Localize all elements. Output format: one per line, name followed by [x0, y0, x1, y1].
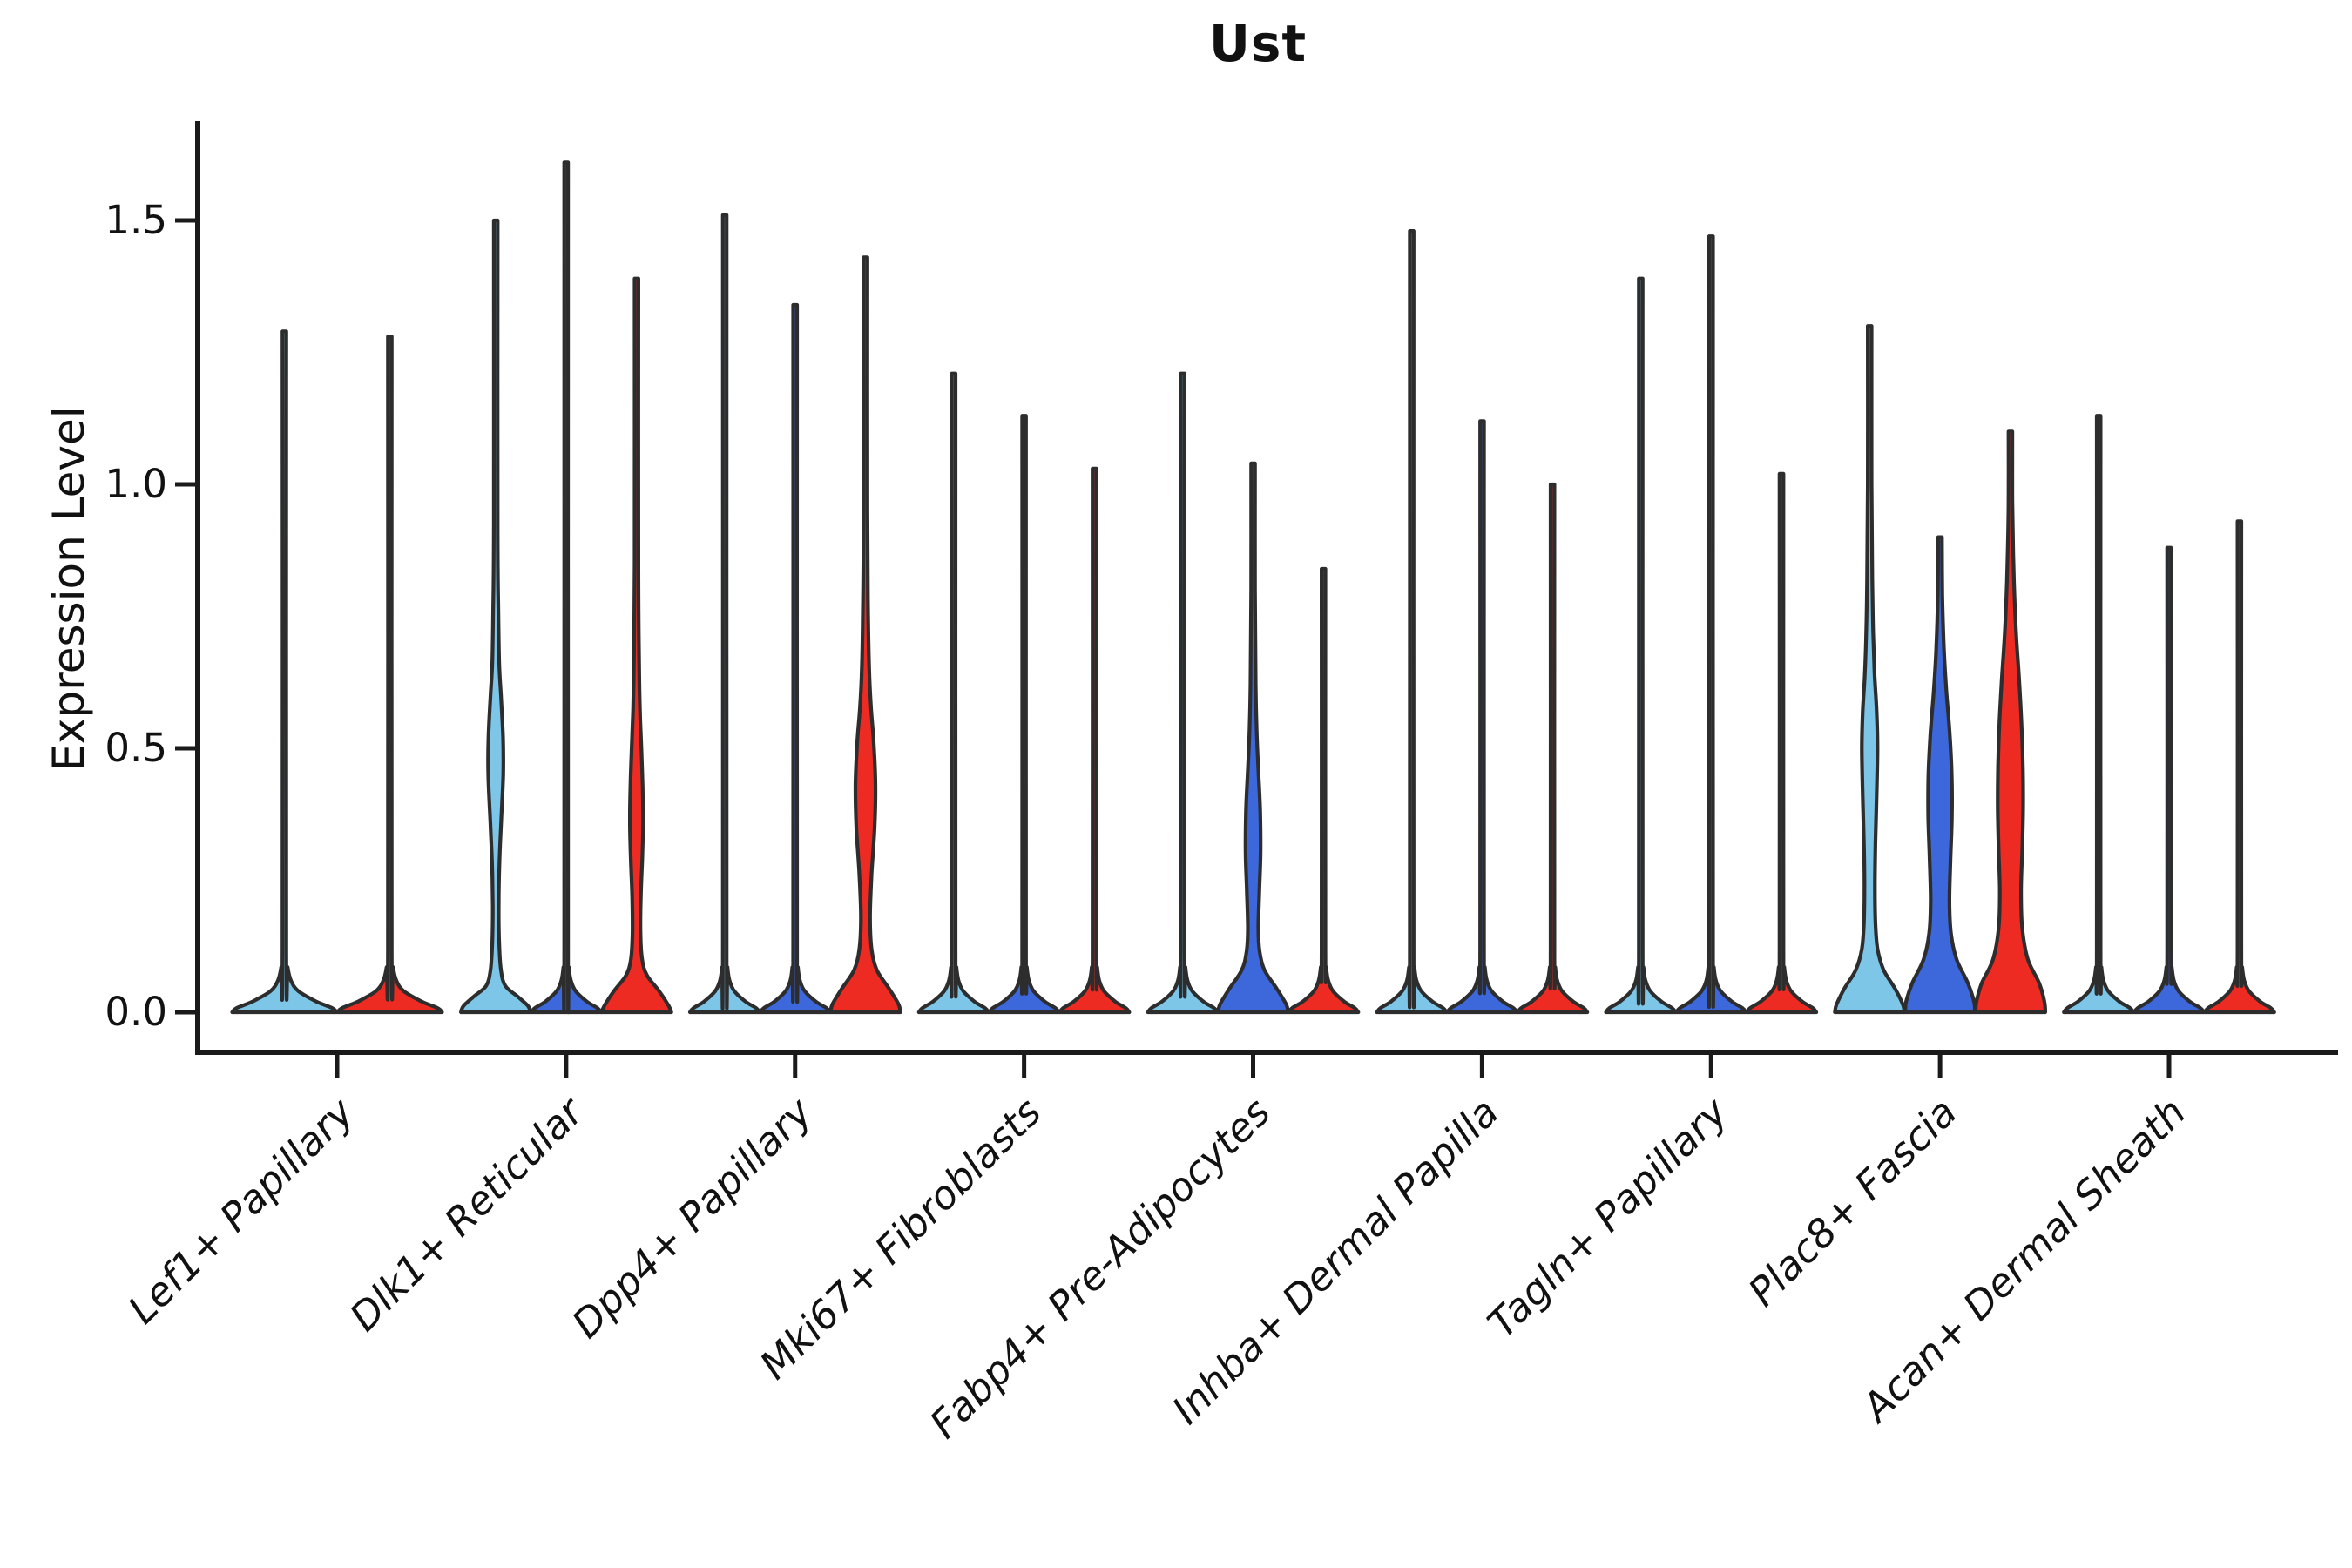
violin-light_blue — [1833, 324, 1907, 1015]
violin-red — [828, 255, 902, 1015]
violin-red — [1287, 566, 1361, 1015]
violin-light_blue — [230, 329, 339, 1015]
violin-red — [599, 276, 673, 1015]
violin-light_blue — [459, 218, 533, 1015]
violin-red — [335, 335, 444, 1015]
violin-red — [1744, 471, 1819, 1015]
y-tick-label: 0.5 — [105, 725, 167, 771]
violin-dark_blue — [1445, 419, 1519, 1015]
violin-dark_blue — [1674, 234, 1748, 1015]
y-tick-label: 1.5 — [105, 197, 167, 243]
y-tick-label: 1.0 — [105, 461, 167, 507]
violin-dark_blue — [2132, 545, 2207, 1015]
violin-dark_blue — [1903, 535, 1977, 1015]
violin-light_blue — [1604, 276, 1678, 1015]
violin-dark_blue — [758, 302, 832, 1015]
violin-dark_blue — [1216, 461, 1290, 1015]
violin-light_blue — [1146, 371, 1220, 1015]
violin-dark_blue — [529, 160, 603, 1015]
violin-light_blue — [1375, 229, 1449, 1015]
violin-light_blue — [916, 371, 990, 1015]
violin-light_blue — [687, 213, 762, 1015]
chart-title: Ust — [1208, 14, 1308, 73]
y-tick-label: 0.0 — [105, 989, 167, 1035]
violin-red — [2202, 519, 2276, 1015]
violin-dark_blue — [987, 414, 1061, 1015]
violin-red — [1973, 429, 2047, 1015]
violin-red — [1516, 482, 1590, 1015]
violin-light_blue — [2062, 414, 2136, 1015]
violin-red — [1058, 466, 1132, 1015]
